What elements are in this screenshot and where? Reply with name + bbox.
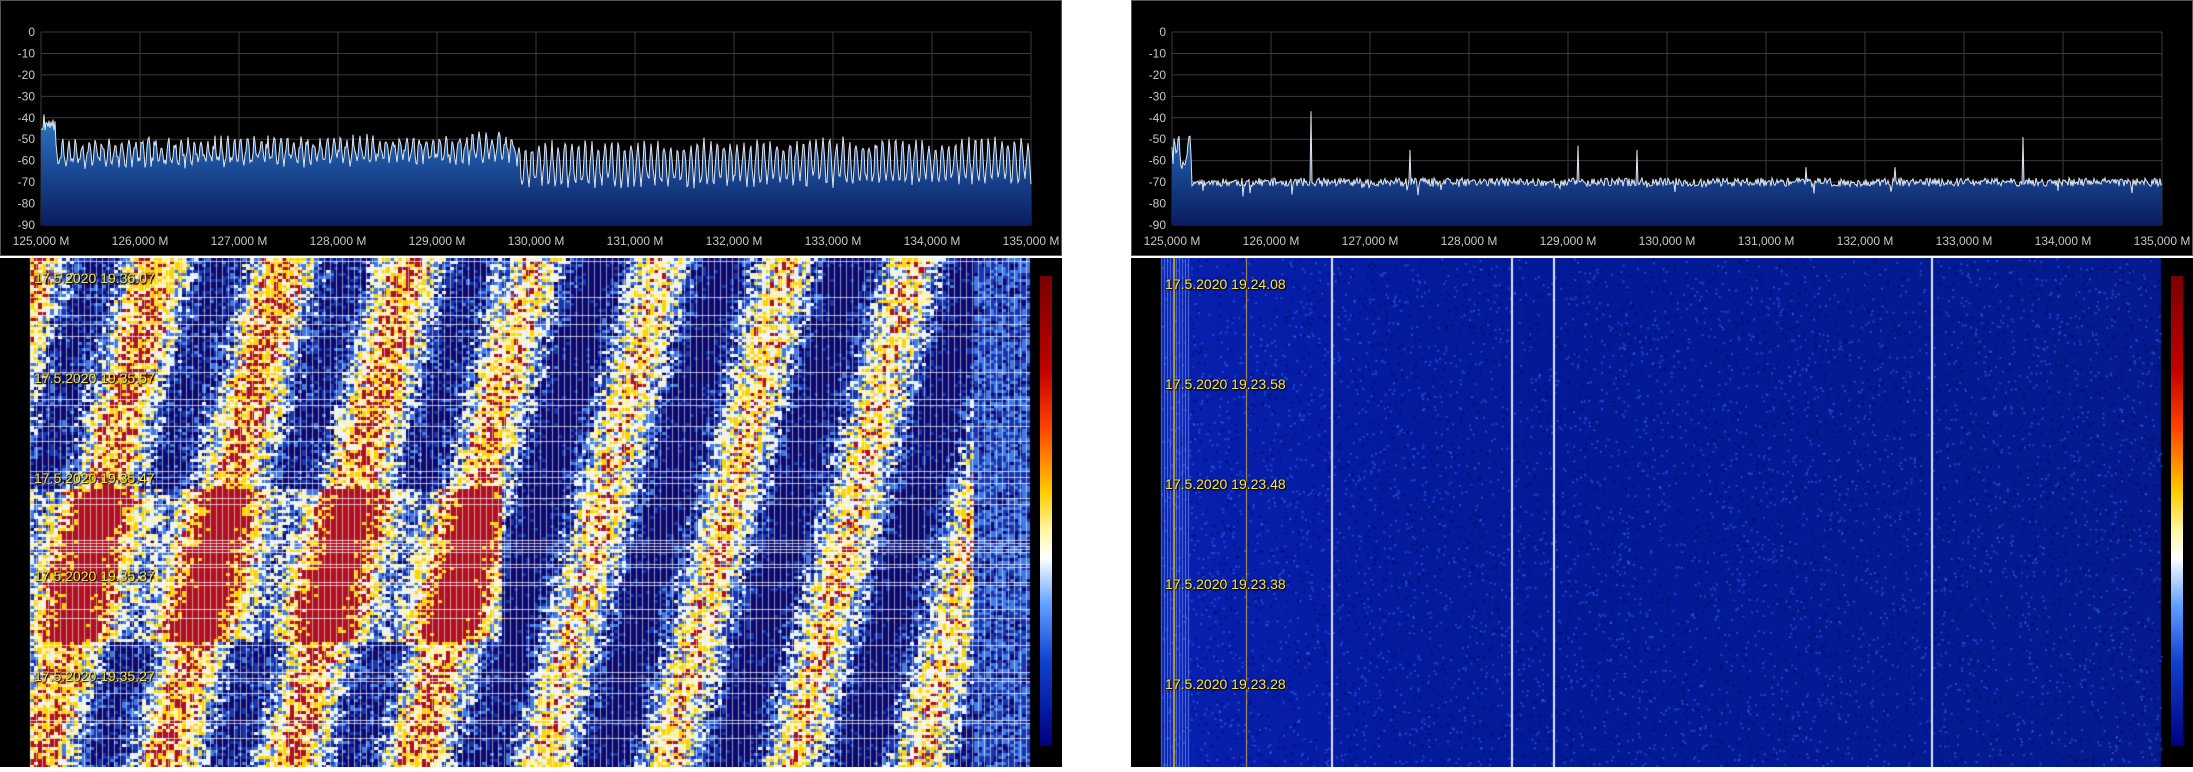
x-tick-label: 129,000 M (1540, 234, 1597, 248)
x-tick-label: 130,000 M (508, 234, 565, 248)
waterfall-timestamp: 17.5.2020 19.24.08 (1165, 276, 1286, 292)
spectrum-fill (41, 114, 1031, 225)
x-tick-label: 129,000 M (409, 234, 466, 248)
waterfall-display[interactable]: 17.5.2020 19.24.08 17.5.2020 19.23.58 17… (1131, 258, 2193, 767)
x-tick-label: 126,000 M (112, 234, 169, 248)
spectrum-fill (1172, 111, 2162, 225)
y-tick-label: -40 (18, 111, 36, 125)
y-tick-label: -50 (18, 132, 36, 146)
x-tick-label: 131,000 M (607, 234, 664, 248)
spectrum-display[interactable]: 0 -10 -20 -30 -40 -50 -60 -70 -80 -90 125,000 M 126… (1131, 0, 2193, 256)
y-tick-label: -50 (1149, 132, 1167, 146)
y-tick-label: -10 (1149, 46, 1167, 60)
spectrum-trace (1171, 111, 2163, 197)
x-tick-label: 133,000 M (805, 234, 862, 248)
y-tick-label: -10 (18, 46, 36, 60)
waterfall-display[interactable]: 17.5.2020 19.36.07 17.5.2020 19.35.57 17… (0, 258, 1062, 767)
x-tick-label: 130,000 M (1639, 234, 1696, 248)
y-tick-label: -90 (1149, 218, 1167, 232)
x-tick-label: 132,000 M (706, 234, 763, 248)
waterfall-timestamp: 17.5.2020 19.23.28 (1165, 676, 1286, 692)
waterfall-canvas (1131, 258, 2193, 767)
y-tick-label: -20 (1149, 68, 1167, 82)
left-receiver-panel: 0 -10 -20 -30 -40 -50 -60 -70 -80 -90 125,000 M 126… (0, 0, 1062, 767)
spectrum-plot-svg: 0 -10 -20 -30 -40 -50 -60 -70 -80 -90 125,000 M 126… (1144, 25, 2191, 248)
y-tick-label: -30 (1149, 89, 1167, 103)
x-tick-label: 134,000 M (904, 234, 961, 248)
x-tick-label: 125,000 M (1144, 234, 1201, 248)
spectrum-plot-svg: 0 -10 -20 -30 -40 -50 -60 -70 -80 -90 125,000 M 126… (13, 25, 1060, 248)
x-tick-label: 127,000 M (211, 234, 268, 248)
y-tick-label: 0 (1159, 25, 1166, 39)
y-tick-label: -30 (18, 89, 36, 103)
x-tick-label: 127,000 M (1342, 234, 1399, 248)
waterfall-timestamp: 17.5.2020 19.36.07 (34, 270, 155, 286)
x-tick-label: 128,000 M (310, 234, 367, 248)
spectrum-display[interactable]: 0 -10 -20 -30 -40 -50 -60 -70 -80 -90 125,000 M 126… (0, 0, 1062, 256)
y-tick-label: -80 (1149, 197, 1167, 211)
x-tick-label: 128,000 M (1441, 234, 1498, 248)
waterfall-canvas (0, 258, 1062, 767)
x-tick-label: 125,000 M (13, 234, 70, 248)
x-tick-label: 131,000 M (1738, 234, 1795, 248)
waterfall-timestamp: 17.5.2020 19.23.38 (1165, 576, 1286, 592)
waterfall-color-scale (1040, 276, 1052, 746)
right-receiver-panel: 0 -10 -20 -30 -40 -50 -60 -70 -80 -90 125,000 M 126… (1131, 0, 2193, 767)
waterfall-timestamp: 17.5.2020 19.35.37 (34, 568, 155, 584)
x-tick-label: 135,000 M (1003, 234, 1060, 248)
y-tick-label: -40 (1149, 111, 1167, 125)
y-tick-label: -60 (18, 154, 36, 168)
y-tick-label: -70 (18, 175, 36, 189)
y-tick-label: -90 (18, 218, 36, 232)
y-tick-label: -80 (18, 197, 36, 211)
waterfall-timestamp: 17.5.2020 19.35.57 (34, 370, 155, 386)
x-tick-label: 134,000 M (2035, 234, 2092, 248)
waterfall-timestamp: 17.5.2020 19.35.47 (34, 470, 155, 486)
waterfall-timestamp: 17.5.2020 19.23.48 (1165, 476, 1286, 492)
x-tick-label: 135,000 M (2134, 234, 2191, 248)
waterfall-timestamp: 17.5.2020 19.35.27 (34, 668, 155, 684)
y-tick-label: 0 (28, 25, 35, 39)
y-tick-label: -20 (18, 68, 36, 82)
x-tick-label: 133,000 M (1936, 234, 1993, 248)
spectrum-trace (40, 114, 1032, 189)
y-tick-label: -60 (1149, 154, 1167, 168)
waterfall-timestamp: 17.5.2020 19.23.58 (1165, 376, 1286, 392)
waterfall-color-scale (2171, 276, 2183, 746)
x-tick-label: 126,000 M (1243, 234, 1300, 248)
y-tick-label: -70 (1149, 175, 1167, 189)
x-tick-label: 132,000 M (1837, 234, 1894, 248)
